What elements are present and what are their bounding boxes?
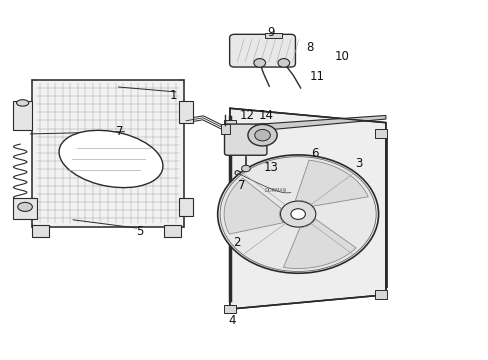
Bar <box>224 120 235 129</box>
Ellipse shape <box>18 202 32 211</box>
Text: 3: 3 <box>355 157 362 170</box>
Text: DORMAN: DORMAN <box>264 188 287 193</box>
Text: 5: 5 <box>136 225 143 238</box>
Circle shape <box>290 209 305 219</box>
Text: 7: 7 <box>238 179 245 192</box>
Bar <box>374 291 386 299</box>
Text: 1: 1 <box>170 89 177 102</box>
FancyBboxPatch shape <box>229 34 295 67</box>
Text: 14: 14 <box>259 109 273 122</box>
Text: 7: 7 <box>116 125 123 138</box>
Bar <box>265 33 282 39</box>
Circle shape <box>241 165 250 172</box>
Text: 2: 2 <box>233 236 241 249</box>
Bar <box>13 198 37 220</box>
FancyBboxPatch shape <box>224 124 266 155</box>
Circle shape <box>278 59 289 67</box>
Polygon shape <box>295 160 367 206</box>
Polygon shape <box>224 178 283 234</box>
Text: 11: 11 <box>309 69 325 82</box>
Text: 10: 10 <box>334 50 349 63</box>
Text: 9: 9 <box>267 27 275 40</box>
Circle shape <box>217 155 378 273</box>
Circle shape <box>280 201 315 227</box>
Text: 8: 8 <box>306 41 313 54</box>
Bar <box>224 305 235 314</box>
Polygon shape <box>283 219 355 269</box>
Polygon shape <box>229 116 385 134</box>
Bar <box>178 101 193 123</box>
Circle shape <box>247 125 277 146</box>
Bar <box>163 225 181 237</box>
Circle shape <box>254 130 270 141</box>
Text: 4: 4 <box>228 314 236 327</box>
Ellipse shape <box>59 130 163 188</box>
Bar <box>221 124 229 134</box>
Text: 12: 12 <box>239 109 254 122</box>
Circle shape <box>253 59 265 67</box>
Polygon shape <box>229 108 385 309</box>
Text: 6: 6 <box>311 147 318 159</box>
Polygon shape <box>32 80 183 226</box>
Bar <box>13 101 32 130</box>
Ellipse shape <box>17 100 29 106</box>
Bar <box>32 225 49 237</box>
Bar <box>178 198 193 216</box>
Bar <box>374 129 386 138</box>
Text: 13: 13 <box>264 161 278 174</box>
